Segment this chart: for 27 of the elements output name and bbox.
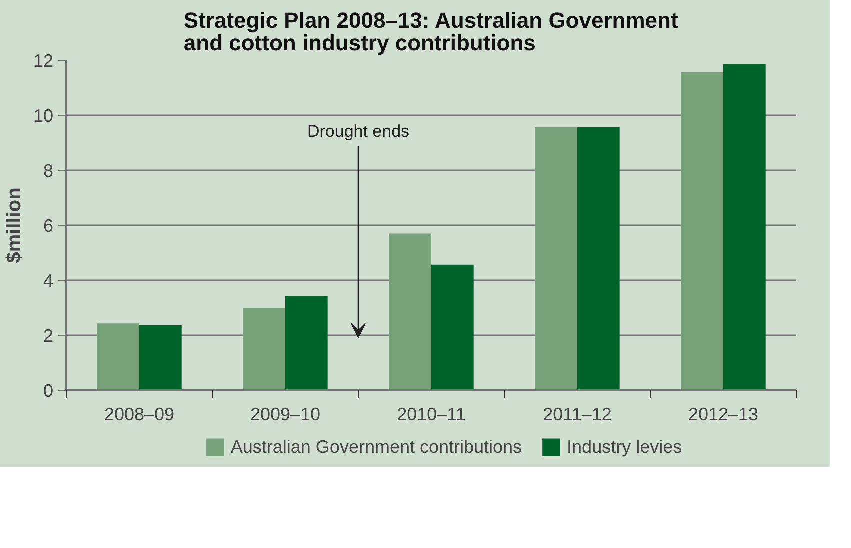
bar xyxy=(535,127,578,390)
bar xyxy=(681,72,724,390)
y-tick-label: 0 xyxy=(43,381,54,401)
bar xyxy=(724,64,766,390)
bar xyxy=(389,234,432,390)
y-tick-label: 8 xyxy=(43,161,54,181)
bar xyxy=(140,325,182,390)
legend-label: Industry levies xyxy=(567,436,682,458)
annotation: Drought ends xyxy=(307,122,410,141)
y-axis-title: $million xyxy=(3,188,26,264)
bar xyxy=(243,308,286,390)
chart-title: Strategic Plan 2008–13: Australian Government and cotton industry contributions xyxy=(184,8,679,56)
x-tick-label: 2009–10 xyxy=(250,404,321,424)
y-tick-label: 12 xyxy=(33,51,54,71)
y-tick-label: 4 xyxy=(43,271,54,291)
bar xyxy=(97,324,140,390)
x-tick-label: 2008–09 xyxy=(104,404,175,424)
bar xyxy=(432,264,474,390)
legend-label: Australian Government contributions xyxy=(230,436,522,458)
y-tick-label: 10 xyxy=(33,106,54,126)
x-tick-label: 2011–12 xyxy=(543,404,612,424)
y-tick-label: 2 xyxy=(43,326,54,346)
y-tick-label: 6 xyxy=(43,216,54,236)
bar xyxy=(578,127,620,390)
bar xyxy=(286,296,328,390)
x-tick-label: 2010–11 xyxy=(397,404,466,424)
x-tick-label: 2012–13 xyxy=(688,404,759,424)
